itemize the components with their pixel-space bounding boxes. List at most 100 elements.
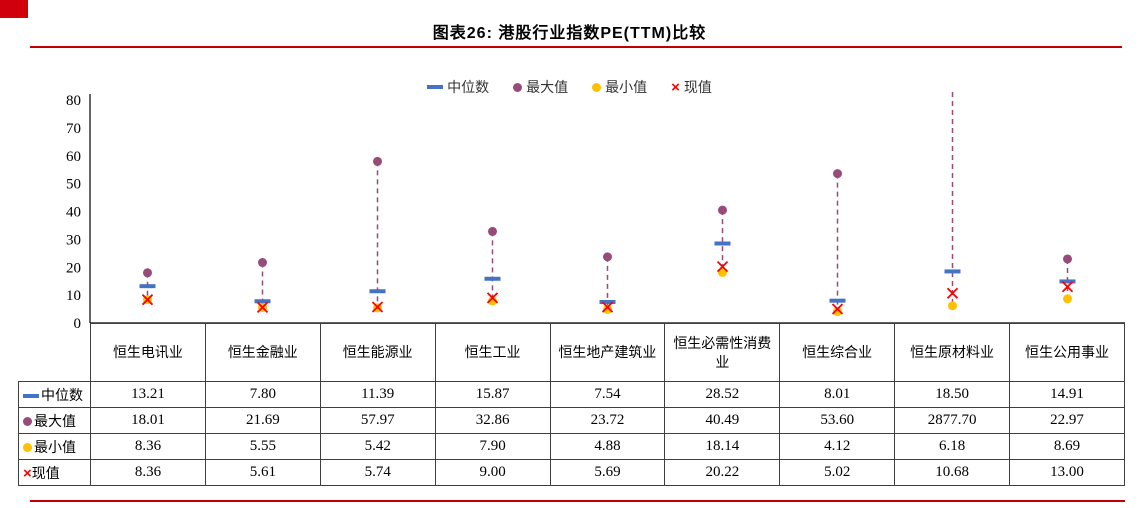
column-header: 恒生综合业 <box>779 323 896 382</box>
y-tick-label: 50 <box>66 177 81 193</box>
table-cell: 9.00 <box>434 459 551 486</box>
min-point <box>603 304 612 314</box>
chart-title: 图表26: 港股行业指数PE(TTM)比较 <box>432 25 707 42</box>
table-cell: 40.49 <box>664 407 781 434</box>
legend-item-0: 中位数 <box>427 77 489 97</box>
y-tick-label: 70 <box>66 121 81 137</box>
median-dash-marker-icon <box>427 85 444 89</box>
footer-divider <box>30 500 1125 502</box>
max-point <box>373 156 382 166</box>
table-cell: 5.02 <box>779 459 896 486</box>
table-cell: 8.36 <box>90 459 206 486</box>
table-cell: 5.55 <box>204 433 321 460</box>
y-tick-label: 0 <box>74 316 82 330</box>
table-cell: 28.52 <box>664 381 781 408</box>
column-header: 恒生必需性消费业 <box>664 323 781 382</box>
y-tick-label: 30 <box>66 232 81 248</box>
max-point <box>488 226 497 236</box>
x-marker-icon: × <box>671 78 680 96</box>
table-cell: 18.01 <box>90 407 206 434</box>
column-header: 恒生金融业 <box>204 323 321 382</box>
table-cell: 57.97 <box>319 407 436 434</box>
table-cell: 2877.70 <box>894 407 1010 434</box>
table-cell: 13.21 <box>90 381 206 408</box>
table-cell: 18.50 <box>894 381 1010 408</box>
table-cell: 7.54 <box>549 381 666 408</box>
data-column-5 <box>714 205 731 277</box>
x-marker-icon: × <box>23 464 32 482</box>
row-header-label: 最大值 <box>34 412 76 429</box>
table-cell: 20.22 <box>664 459 781 486</box>
table-cell: 21.69 <box>204 407 321 434</box>
table-cell: 8.36 <box>90 433 206 460</box>
legend-item-2: 最小值 <box>592 77 647 97</box>
data-column-3 <box>484 226 501 306</box>
data-column-0 <box>139 268 156 306</box>
max-point <box>718 205 727 215</box>
value-dot-marker-icon <box>23 443 32 453</box>
value-dot-marker-icon <box>513 82 523 92</box>
row-header-label: 现值 <box>31 464 60 481</box>
table-cell: 10.68 <box>894 459 1010 486</box>
column-header: 恒生原材料业 <box>894 323 1010 382</box>
table-cell: 8.01 <box>779 381 896 408</box>
chart-legend: 中位数 最大值 最小值 × 现值 <box>0 77 1139 97</box>
table-cell: 13.00 <box>1009 459 1125 486</box>
column-header: 恒生电讯业 <box>90 323 206 382</box>
y-tick-label: 80 <box>66 93 81 109</box>
min-point <box>833 307 842 317</box>
y-tick-label: 10 <box>66 288 81 304</box>
table-cell: 7.90 <box>434 433 551 460</box>
row-header: 中位数 <box>18 381 91 408</box>
max-point <box>833 169 842 179</box>
legend-label: 最大值 <box>526 79 569 95</box>
table-header-row: 恒生电讯业 恒生金融业 恒生能源业 恒生工业 恒生地产建筑业 恒生必需性消费业 恒生综合业恒… <box>19 323 1125 382</box>
row-header-label: 中位数 <box>41 386 83 403</box>
y-tick-label: 20 <box>66 260 81 276</box>
title-divider <box>30 46 1122 48</box>
table-cell: 5.61 <box>204 459 321 486</box>
data-column-1 <box>254 258 271 313</box>
max-point <box>603 252 612 262</box>
table-cell: 7.80 <box>204 381 321 408</box>
min-point <box>718 267 727 277</box>
pe-comparison-chart: 0 10 20 30 40 50 60 70 80 <box>66 92 1125 330</box>
current-point <box>256 301 269 313</box>
current-point <box>946 287 959 299</box>
median-dash-marker-icon <box>23 393 39 398</box>
legend-label: 最小值 <box>605 79 648 95</box>
y-tick-label: 40 <box>66 205 81 221</box>
data-column-2 <box>369 156 386 313</box>
table-cell: 5.69 <box>549 459 666 486</box>
table-cell: 14.91 <box>1009 381 1125 408</box>
table-cell: 5.74 <box>319 459 436 486</box>
column-header: 恒生能源业 <box>319 323 436 382</box>
max-point <box>143 268 152 278</box>
max-point <box>1063 254 1072 264</box>
row-header: 最大值 <box>18 407 91 434</box>
pe-data-table: 恒生电讯业 恒生金融业 恒生能源业 恒生工业 恒生地产建筑业 恒生必需性消费业 恒生综合业恒… <box>18 323 1125 486</box>
y-axis: 0 10 20 30 40 50 60 70 80 <box>66 93 91 330</box>
current-point <box>831 303 844 315</box>
column-header: 恒生公用事业 <box>1009 323 1125 382</box>
table-corner-cell <box>19 324 91 382</box>
y-tick-label: 60 <box>66 149 81 165</box>
legend-item-1: 最大值 <box>513 77 568 97</box>
current-point <box>601 301 614 313</box>
row-header: 最小值 <box>18 433 91 460</box>
current-point <box>486 292 499 304</box>
table-cell: 15.87 <box>434 381 551 408</box>
data-column-7 <box>944 92 961 311</box>
table-row: 中位数 13.21 7.80 11.39 15.87 7.54 28.52 8.01 18.50… <box>18 381 1125 408</box>
legend-label: 现值 <box>683 79 712 95</box>
row-header: ×现值 <box>18 459 91 486</box>
table-cell: 6.18 <box>894 433 1010 460</box>
table-row: ×现值 8.36 5.61 5.74 9.00 5.69 20.22 5.02 10.68 13.… <box>18 459 1125 486</box>
table-cell: 53.60 <box>779 407 896 434</box>
data-column-6 <box>829 169 846 317</box>
table-cell: 4.88 <box>549 433 666 460</box>
report-corner-accent <box>0 0 28 18</box>
current-point <box>371 301 384 313</box>
table-row: 最大值 18.01 21.69 57.97 32.86 23.72 40.49 53.60 28… <box>18 407 1125 434</box>
table-cell: 5.42 <box>319 433 436 460</box>
